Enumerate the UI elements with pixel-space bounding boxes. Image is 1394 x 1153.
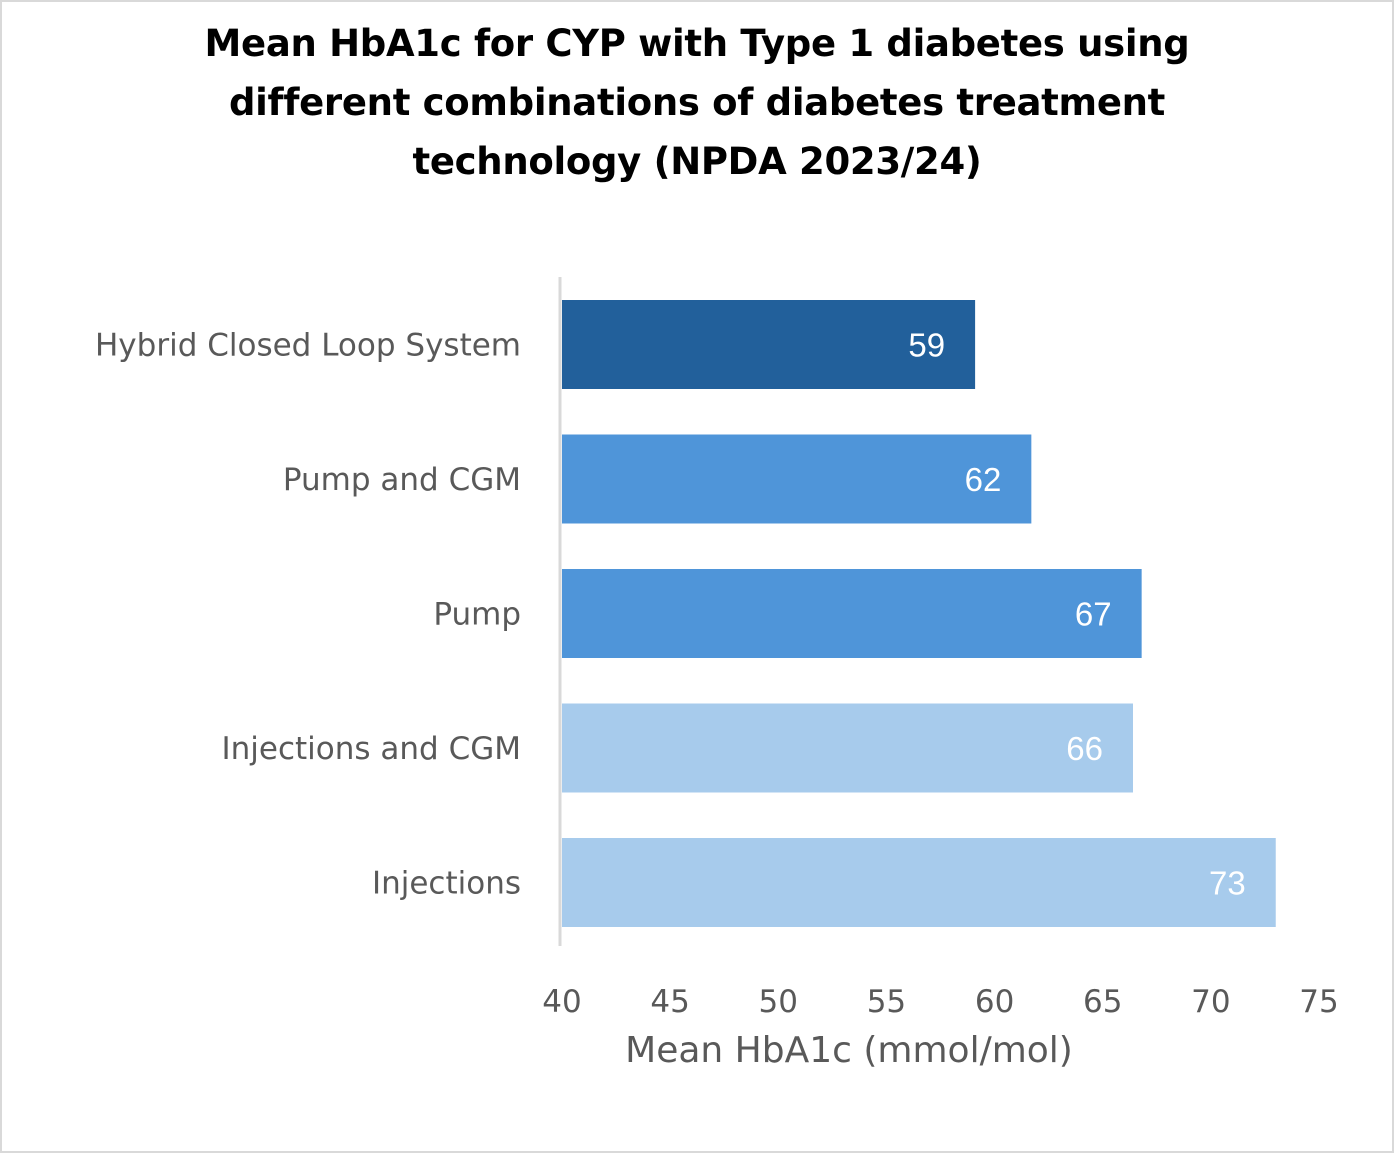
x-tick-label: 60 <box>975 984 1014 1020</box>
chart-title-line: different combinations of diabetes treat… <box>228 81 1166 124</box>
category-label: Pump and CGM <box>283 462 521 498</box>
x-tick-label: 50 <box>759 984 798 1020</box>
category-labels: Hybrid Closed Loop System Pump and CGM Pum… <box>95 328 521 902</box>
x-tick-label: 65 <box>1083 984 1122 1020</box>
data-label: 66 <box>1066 730 1103 767</box>
x-tick-label: 55 <box>867 984 906 1020</box>
bar <box>562 569 1142 658</box>
data-label: 62 <box>965 461 1002 498</box>
chart-title: Mean HbA1c for CYP with Type 1 diabetes … <box>0 14 1394 191</box>
x-tick-label: 75 <box>1299 984 1338 1020</box>
category-label: Hybrid Closed Loop System <box>95 328 521 364</box>
x-tick-label: 70 <box>1191 984 1230 1020</box>
chart-title-line: technology (NPDA 2023/24) <box>412 140 982 183</box>
category-label: Pump <box>433 597 521 633</box>
category-label: Injections <box>372 866 521 902</box>
x-tick-labels: 40 45 50 55 60 65 70 75 <box>542 984 1338 1020</box>
data-label: 73 <box>1209 865 1246 902</box>
bar <box>562 838 1276 927</box>
data-label: 59 <box>908 327 945 364</box>
chart-title-line: Mean HbA1c for CYP with Type 1 diabetes … <box>204 22 1190 65</box>
bar <box>562 300 976 389</box>
data-label: 67 <box>1075 596 1112 633</box>
bar <box>562 703 1133 793</box>
x-tick-label: 40 <box>542 984 581 1020</box>
category-label: Injections and CGM <box>222 731 522 767</box>
bars-group: 59 62 67 66 73 <box>562 300 1276 927</box>
x-axis-label: Mean HbA1c (mmol/mol) <box>625 1030 1073 1071</box>
bar <box>562 434 1032 524</box>
x-tick-label: 45 <box>650 984 689 1020</box>
